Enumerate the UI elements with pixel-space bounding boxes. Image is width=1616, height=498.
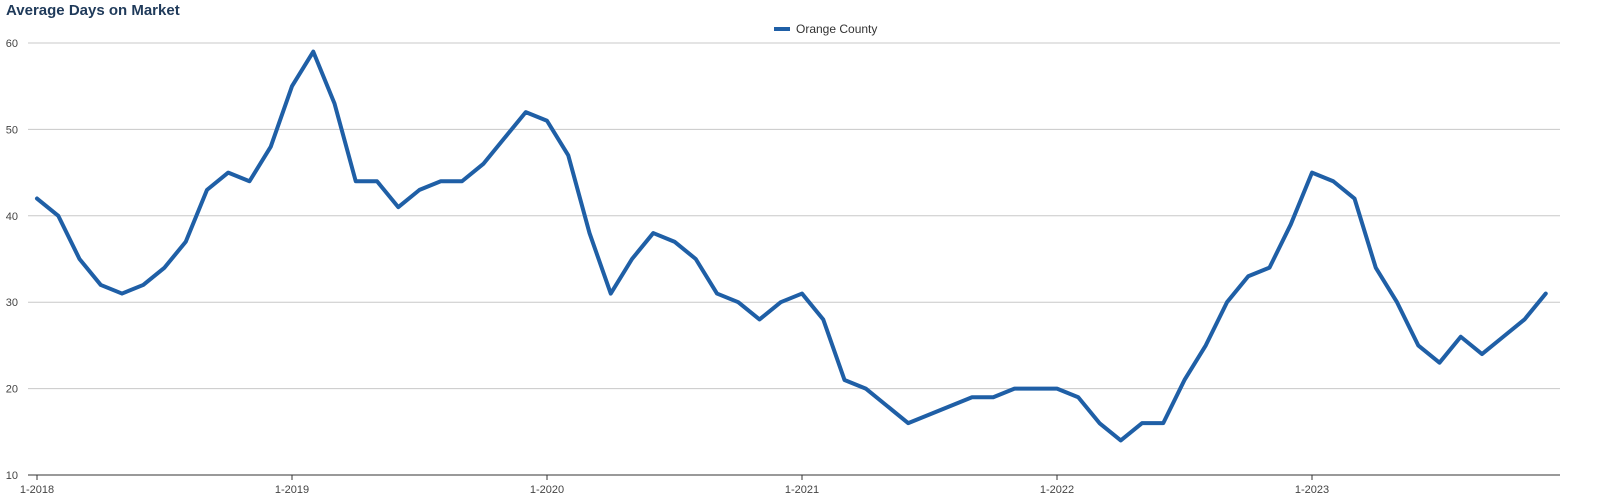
- x-tick-label: 1-2019: [275, 484, 309, 496]
- y-tick-label: 20: [6, 384, 18, 396]
- y-tick-label: 10: [6, 470, 18, 482]
- legend-label: Orange County: [796, 22, 878, 36]
- y-axis-ticks: 10 20 30 40 50 60: [6, 38, 18, 482]
- x-tick-label: 1-2021: [785, 484, 819, 496]
- legend-swatch: [774, 27, 790, 31]
- chart-title: Average Days on Market: [6, 2, 180, 19]
- y-tick-label: 30: [6, 297, 18, 309]
- series-group: [35, 49, 1548, 443]
- series-line-orange-county: [35, 49, 1548, 443]
- x-tick-label: 1-2023: [1295, 484, 1329, 496]
- x-tick-label: 1-2018: [20, 484, 54, 496]
- x-tick-label: 1-2022: [1040, 484, 1074, 496]
- y-tick-label: 50: [6, 124, 18, 136]
- y-tick-label: 40: [6, 211, 18, 223]
- x-tick-label: 1-2020: [530, 484, 564, 496]
- legend[interactable]: Orange County: [774, 22, 877, 36]
- x-axis-ticks: 1-2018 1-2019 1-2020 1-2021 1-2022 1-2023: [20, 475, 1329, 496]
- grid-lines: [28, 42, 1560, 390]
- y-tick-label: 60: [6, 38, 18, 50]
